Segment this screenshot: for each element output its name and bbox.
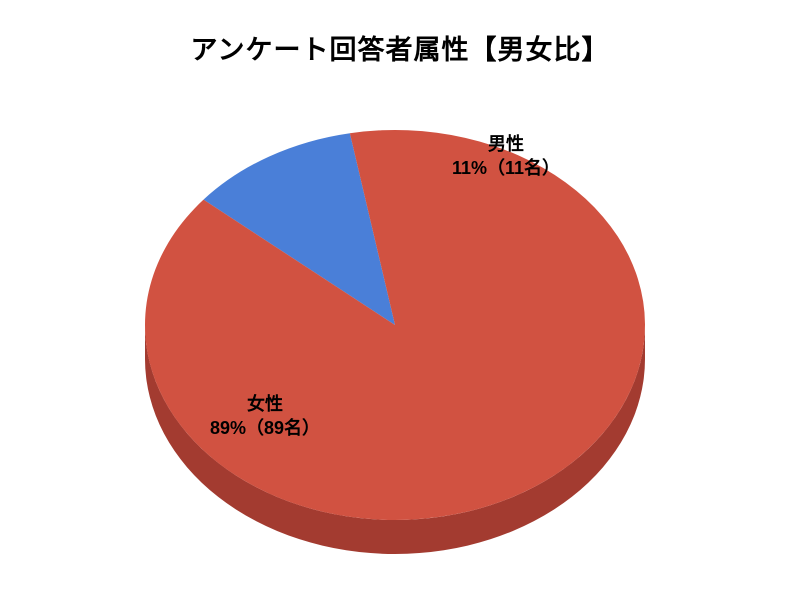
slice-label-male-name: 男性 xyxy=(452,132,560,156)
slice-label-female-name: 女性 xyxy=(210,392,320,416)
slice-label-male-value: 11%（11名） xyxy=(452,156,560,180)
slice-label-male: 男性 11%（11名） xyxy=(452,132,560,181)
slice-label-female: 女性 89%（89名） xyxy=(210,392,320,441)
pie-svg xyxy=(0,0,800,600)
pie-chart xyxy=(0,0,800,605)
slice-label-female-value: 89%（89名） xyxy=(210,416,320,440)
